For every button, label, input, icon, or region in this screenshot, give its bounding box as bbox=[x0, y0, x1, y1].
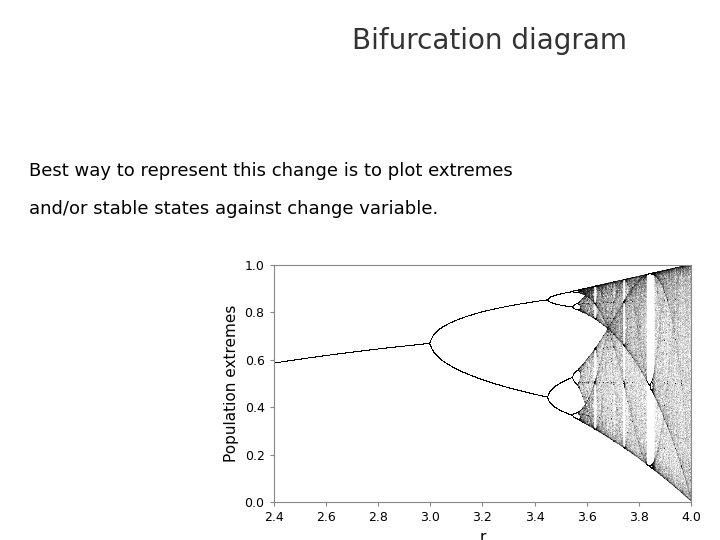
Y-axis label: Population extremes: Population extremes bbox=[224, 305, 239, 462]
Text: Bifurcation diagram: Bifurcation diagram bbox=[352, 27, 627, 55]
Text: and/or stable states against change variable.: and/or stable states against change vari… bbox=[29, 200, 438, 218]
X-axis label: r: r bbox=[480, 530, 485, 540]
Text: Best way to represent this change is to plot extremes: Best way to represent this change is to … bbox=[29, 162, 513, 180]
